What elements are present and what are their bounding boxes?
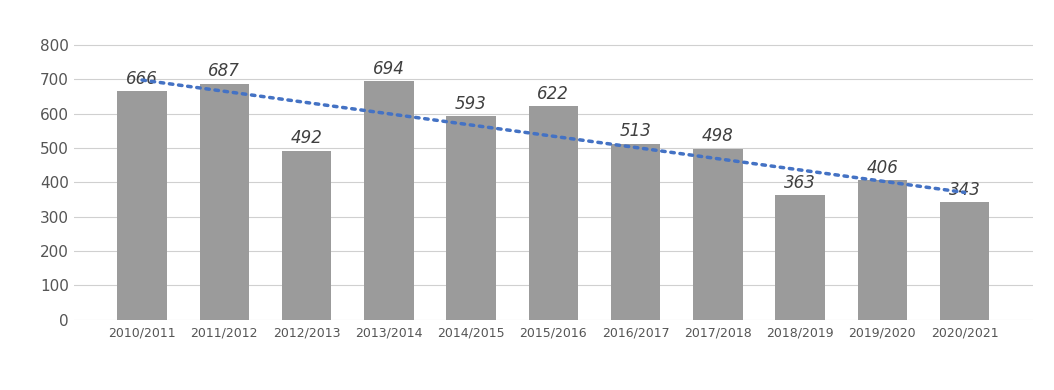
Bar <box>447 116 495 320</box>
Bar <box>364 82 413 320</box>
Bar <box>529 106 578 320</box>
Text: 498: 498 <box>702 127 734 145</box>
Bar <box>694 149 743 320</box>
Bar <box>199 84 249 320</box>
Text: 363: 363 <box>784 174 816 191</box>
Text: 513: 513 <box>620 122 651 140</box>
Bar <box>776 195 825 320</box>
Text: 406: 406 <box>866 159 898 177</box>
Bar <box>940 202 990 320</box>
Text: 492: 492 <box>291 129 323 147</box>
Bar <box>281 151 331 320</box>
Text: 622: 622 <box>538 85 569 103</box>
Text: 687: 687 <box>209 62 240 80</box>
Text: 343: 343 <box>949 181 980 199</box>
Bar <box>611 144 660 320</box>
Text: 694: 694 <box>373 60 405 78</box>
Text: 593: 593 <box>455 95 487 113</box>
Bar <box>858 180 907 320</box>
Bar <box>117 91 167 320</box>
Text: 666: 666 <box>126 69 158 87</box>
